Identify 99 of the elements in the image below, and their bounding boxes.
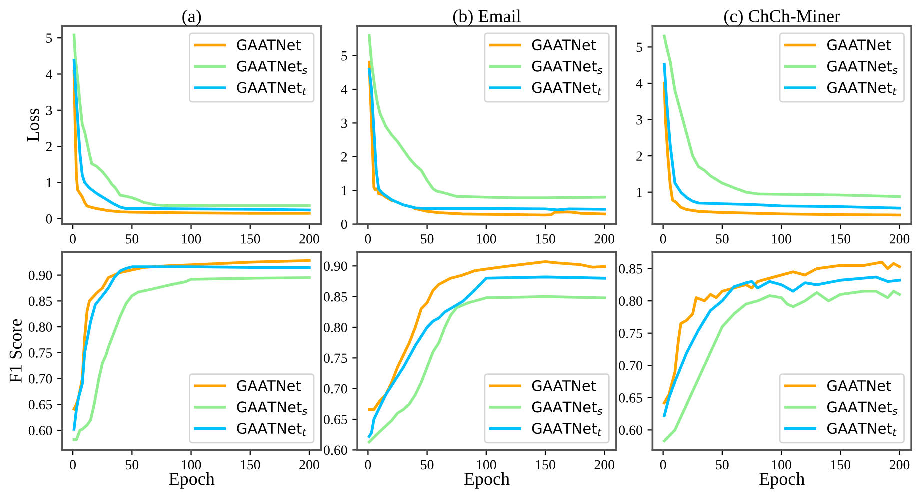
y-tick-label: 0.85 bbox=[28, 296, 52, 306]
legend-label: GAATNet$_{t}$ bbox=[237, 82, 307, 96]
y-tick-label: 0.70 bbox=[28, 374, 52, 384]
legend-label: GAATNet$_{t}$ bbox=[237, 423, 307, 436]
line-series bbox=[663, 290, 902, 443]
legend-label: GAATNet$_{s}$ bbox=[828, 402, 898, 416]
x-tick-label: 100 bbox=[772, 234, 792, 244]
y-tick-label: 5 bbox=[636, 42, 642, 52]
x-tick-label: 200 bbox=[300, 234, 320, 244]
y-tick-label: 0.90 bbox=[324, 262, 348, 272]
y-tick-label: 4 bbox=[46, 70, 52, 80]
y-tick-label: 5 bbox=[46, 34, 52, 44]
y-tick-label: 0.65 bbox=[324, 415, 348, 425]
line-series bbox=[72, 34, 311, 208]
y-tick-label: 0.65 bbox=[619, 393, 642, 403]
y-tick-label: 0.65 bbox=[28, 400, 52, 410]
line-series bbox=[663, 276, 902, 418]
x-tick-label: 0 bbox=[660, 460, 666, 470]
y-tick-label: 0.75 bbox=[28, 348, 52, 358]
y-tick-label: 0.80 bbox=[28, 322, 52, 332]
legend-label: GAATNet$_{s}$ bbox=[532, 402, 603, 416]
y-tick-label: 0 bbox=[341, 220, 348, 230]
y-tick-label: 0.60 bbox=[28, 426, 52, 436]
chart-title: (b) Email bbox=[453, 10, 521, 26]
x-tick-label: 50 bbox=[716, 460, 729, 470]
line-series bbox=[368, 34, 606, 200]
y-tick-label: 0.70 bbox=[324, 384, 348, 394]
y-tick-label: 0.75 bbox=[619, 328, 642, 338]
chart-title: (c) ChCh-Miner bbox=[724, 10, 840, 26]
x-tick-label: 50 bbox=[421, 460, 434, 470]
legend-label: GAATNet$_{s}$ bbox=[237, 60, 308, 74]
y-tick-label: 1 bbox=[637, 188, 642, 198]
x-axis-title: Epoch bbox=[169, 472, 215, 489]
legend-label: GAATNet bbox=[532, 380, 596, 392]
legend-label: GAATNet bbox=[532, 40, 596, 51]
y-tick-label: 0.85 bbox=[619, 264, 642, 274]
y-tick-label: 0.80 bbox=[619, 296, 642, 306]
y-tick-label: 0 bbox=[46, 214, 52, 224]
x-tick-label: 100 bbox=[477, 460, 496, 470]
y-tick-label: 3 bbox=[342, 118, 348, 128]
x-tick-label: 50 bbox=[421, 234, 434, 244]
y-tick-label: 0.90 bbox=[28, 270, 52, 280]
y-tick-label: 5 bbox=[342, 52, 348, 61]
legend-label: GAATNet bbox=[828, 380, 892, 392]
legend-label: GAATNet$_{s}$ bbox=[237, 402, 308, 416]
y-tick-label: 4 bbox=[341, 85, 348, 94]
chart-title: (a) bbox=[182, 10, 202, 26]
y-axis-title: F1 Score bbox=[10, 319, 22, 383]
y-tick-label: 0.70 bbox=[619, 361, 642, 371]
x-tick-label: 200 bbox=[890, 460, 910, 470]
y-tick-label: 1 bbox=[342, 186, 347, 196]
x-tick-label: 0 bbox=[70, 460, 76, 470]
legend-label: GAATNet$_{t}$ bbox=[532, 82, 602, 96]
y-tick-label: 0.85 bbox=[324, 292, 348, 302]
x-tick-label: 200 bbox=[300, 460, 320, 470]
y-tick-label: 0.75 bbox=[324, 354, 348, 364]
y-tick-label: 0.60 bbox=[619, 426, 642, 436]
x-tick-label: 150 bbox=[831, 234, 851, 244]
x-tick-label: 150 bbox=[831, 460, 851, 470]
legend-label: GAATNet$_{s}$ bbox=[532, 60, 603, 74]
y-tick-label: 4 bbox=[636, 79, 643, 88]
x-tick-label: 100 bbox=[477, 234, 496, 244]
x-tick-label: 150 bbox=[536, 460, 556, 470]
x-tick-label: 100 bbox=[182, 234, 202, 244]
line-series bbox=[663, 82, 902, 217]
y-axis-title: Loss bbox=[27, 108, 40, 142]
y-tick-label: 1 bbox=[46, 178, 52, 188]
legend-label: GAATNet$_{t}$ bbox=[828, 423, 897, 436]
y-tick-label: 0.80 bbox=[324, 323, 348, 333]
x-tick-label: 150 bbox=[241, 234, 260, 244]
x-tick-label: 150 bbox=[241, 460, 260, 470]
y-tick-label: 2 bbox=[342, 152, 348, 162]
legend-label: GAATNet$_{t}$ bbox=[828, 82, 897, 96]
x-tick-label: 100 bbox=[772, 460, 792, 470]
y-tick-label: 3 bbox=[46, 106, 52, 116]
x-tick-label: 0 bbox=[70, 234, 76, 244]
y-tick-label: 0.60 bbox=[324, 446, 348, 456]
x-tick-label: 200 bbox=[594, 234, 615, 244]
legend-label: GAATNet bbox=[237, 380, 302, 392]
x-tick-label: 50 bbox=[716, 234, 729, 244]
y-tick-label: 2 bbox=[46, 142, 52, 152]
x-tick-label: 150 bbox=[536, 234, 556, 244]
x-tick-label: 200 bbox=[890, 234, 910, 244]
line-series bbox=[663, 34, 902, 198]
y-tick-label: 2 bbox=[636, 152, 642, 161]
x-tick-label: 50 bbox=[126, 234, 139, 244]
legend-label: GAATNet bbox=[828, 40, 892, 51]
x-axis-title: Epoch bbox=[464, 472, 510, 489]
y-tick-label: 3 bbox=[636, 115, 642, 125]
x-tick-label: 0 bbox=[365, 234, 372, 244]
legend-label: GAATNet$_{s}$ bbox=[828, 60, 898, 74]
legend-label: GAATNet$_{t}$ bbox=[532, 423, 602, 436]
x-tick-label: 50 bbox=[126, 460, 139, 470]
x-tick-label: 0 bbox=[660, 234, 666, 244]
legend-label: GAATNet bbox=[237, 40, 302, 51]
x-tick-label: 100 bbox=[182, 460, 202, 470]
x-axis-title: Epoch bbox=[760, 472, 805, 489]
x-tick-label: 0 bbox=[365, 460, 372, 470]
x-tick-label: 200 bbox=[594, 460, 615, 470]
